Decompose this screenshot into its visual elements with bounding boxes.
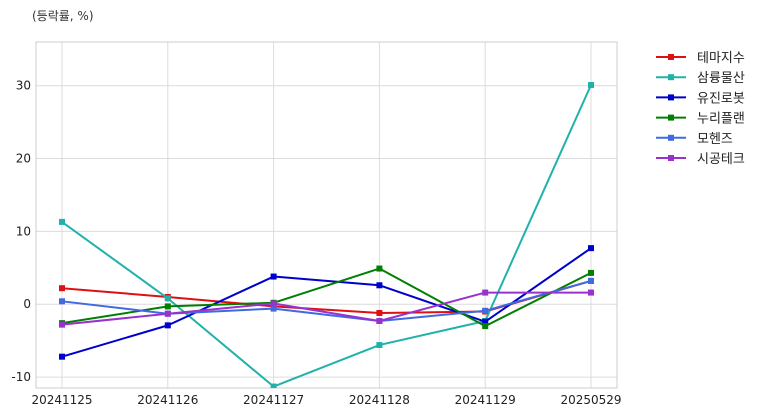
grid bbox=[36, 42, 617, 388]
series-line bbox=[61, 247, 592, 358]
legend-marker bbox=[668, 94, 674, 101]
unit-label: (등락률, %) bbox=[32, 9, 94, 23]
series-lines bbox=[59, 81, 594, 388]
data-point bbox=[482, 323, 489, 330]
data-point bbox=[164, 303, 171, 310]
x-axis: 20241125 20241126 20241127 20241128 20241129… bbox=[31, 393, 621, 407]
data-point bbox=[164, 322, 171, 329]
legend-label: 유진로봇 bbox=[697, 91, 745, 106]
data-point bbox=[270, 383, 277, 388]
data-point bbox=[59, 353, 65, 360]
y-tick-label: 30 bbox=[16, 79, 31, 93]
legend-label: 삼륭물산 bbox=[697, 71, 745, 86]
data-point bbox=[376, 317, 383, 324]
y-tick-label: 10 bbox=[16, 224, 31, 238]
data-point bbox=[588, 245, 594, 252]
data-point bbox=[270, 305, 277, 312]
legend-marker bbox=[668, 134, 674, 141]
legend-marker bbox=[668, 114, 674, 121]
x-tick-label: 20250529 bbox=[560, 393, 621, 407]
data-point bbox=[376, 342, 383, 349]
data-point bbox=[376, 309, 383, 316]
y-tick-label: 20 bbox=[16, 152, 31, 166]
data-point bbox=[376, 265, 383, 272]
x-tick-label: 20241129 bbox=[455, 393, 516, 407]
legend-label: 누리플랜 bbox=[697, 112, 745, 127]
data-point bbox=[588, 277, 594, 284]
data-point bbox=[59, 285, 65, 292]
data-point bbox=[59, 298, 65, 305]
legend-marker bbox=[668, 74, 674, 81]
legend-label: 시공테크 bbox=[697, 152, 745, 167]
data-point bbox=[270, 300, 277, 307]
x-tick-label: 20241126 bbox=[137, 393, 198, 407]
series-line bbox=[61, 267, 592, 328]
legend-label: 테마지수 bbox=[697, 51, 745, 66]
data-point bbox=[376, 282, 383, 289]
legend-label: 모헨즈 bbox=[697, 132, 733, 147]
y-axis: 30 20 10 0 -10 bbox=[11, 79, 31, 384]
data-point bbox=[482, 289, 489, 296]
data-point bbox=[588, 269, 594, 276]
series-line bbox=[61, 291, 591, 326]
series-line bbox=[61, 84, 592, 388]
plot-frame bbox=[35, 41, 618, 389]
series-line bbox=[61, 279, 592, 322]
legend-marker bbox=[668, 54, 674, 60]
legend-marker bbox=[668, 155, 674, 161]
y-tick-label: 0 bbox=[23, 297, 31, 311]
data-point bbox=[59, 218, 65, 225]
data-point bbox=[482, 318, 489, 325]
y-tick-label: -10 bbox=[11, 370, 31, 384]
data-point bbox=[164, 310, 171, 317]
data-point bbox=[482, 307, 489, 314]
data-point bbox=[588, 81, 594, 88]
data-point bbox=[588, 289, 594, 296]
data-point bbox=[59, 321, 65, 328]
x-tick-label: 20241127 bbox=[243, 393, 304, 407]
x-tick-label: 20241128 bbox=[349, 393, 410, 407]
data-point bbox=[164, 295, 171, 302]
x-tick-label: 20241125 bbox=[31, 393, 92, 407]
data-point bbox=[270, 273, 277, 280]
